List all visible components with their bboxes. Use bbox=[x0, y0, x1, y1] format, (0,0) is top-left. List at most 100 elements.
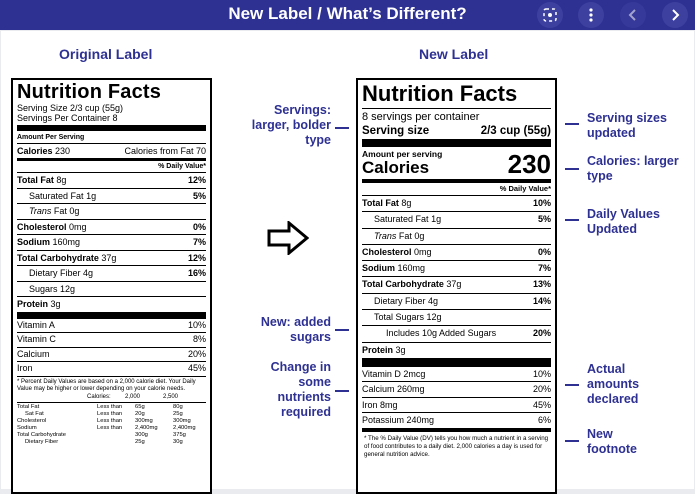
fn-2500: 2,500 bbox=[163, 393, 179, 400]
nutrient-row: Trans Fat 0g bbox=[17, 204, 206, 220]
original-calories-label: Calories bbox=[17, 146, 53, 156]
nutrient-label: Total Sugars 12g bbox=[374, 310, 442, 325]
page-title: New Label / What’s Different? bbox=[228, 4, 467, 23]
annotation-dash bbox=[565, 219, 579, 221]
fn-row: Total Fat Less than 65g 80g bbox=[17, 404, 206, 411]
arrow-right-icon bbox=[267, 221, 309, 255]
nutrient-row: Sugars 12g bbox=[17, 282, 206, 297]
fn-name: Dietary Fiber bbox=[25, 439, 59, 446]
more-vert-icon[interactable] bbox=[578, 2, 604, 28]
new-footnote: * The % Daily Value (DV) tells you how m… bbox=[364, 434, 549, 458]
nutrient-amount: 12g bbox=[60, 283, 76, 294]
chevron-left-icon[interactable] bbox=[620, 2, 646, 28]
vitamin-dv: 6% bbox=[537, 415, 551, 426]
nutrient-name: Protein bbox=[362, 344, 394, 355]
new-amount: Amount per serving bbox=[362, 149, 443, 159]
vitamin-name: Vitamin C bbox=[17, 334, 56, 344]
original-amount: Amount Per Serving bbox=[17, 131, 206, 144]
vitamin-name: Calcium bbox=[17, 348, 50, 359]
vitamin-row: Vitamin A 10% bbox=[17, 319, 206, 333]
nutrient-amount: 8g bbox=[401, 198, 412, 208]
nutrient-dv: 0% bbox=[537, 246, 551, 257]
nutrient-name: Cholesterol bbox=[17, 221, 67, 232]
fn-name: Total Carbohydrate bbox=[17, 432, 66, 439]
original-serving-size: Serving Size 2/3 cup (55g) bbox=[17, 103, 124, 113]
nutrient-row: Total Fat 8g 12% bbox=[17, 173, 206, 189]
vitamin-dv: 8% bbox=[192, 334, 206, 344]
annotation-dash bbox=[565, 123, 579, 125]
zoom-lens-icon[interactable] bbox=[537, 2, 563, 28]
fn-cond bbox=[97, 439, 135, 446]
original-calories-row: Calories 230 Calories from Fat 70 bbox=[17, 144, 206, 161]
nutrient-name: Cholesterol bbox=[362, 246, 412, 257]
fn-row: Cholesterol Less than 300mg 300mg bbox=[17, 418, 206, 425]
nutrient-row: Sodium 160mg 7% bbox=[362, 261, 551, 278]
vitamin-dv: 10% bbox=[187, 319, 206, 330]
title-bar: New Label / What’s Different? bbox=[0, 0, 695, 30]
fn-name: Sat Fat bbox=[25, 411, 44, 418]
nutrient-label: Sugars 12g bbox=[29, 282, 75, 297]
nutrient-name: Saturated Fat bbox=[29, 190, 84, 201]
original-footnote: * Percent Daily Values are based on a 2,… bbox=[17, 378, 196, 393]
nutrient-label: Dietary Fiber 4g bbox=[29, 266, 93, 281]
annotation-servings: Servings: larger, bolder type bbox=[251, 103, 331, 147]
nutrient-name: Total Carbohydrate bbox=[362, 279, 444, 290]
nutrient-name: Dietary Fiber bbox=[29, 268, 81, 278]
fn-b: 2,400mg bbox=[173, 425, 196, 432]
new-footnote-divider bbox=[362, 428, 551, 432]
nutrient-label: Protein 3g bbox=[17, 297, 61, 312]
new-calories-value: 230 bbox=[507, 149, 551, 179]
nutrient-label: Sodium 160mg bbox=[17, 235, 80, 250]
annotation-dash bbox=[565, 440, 579, 442]
annotation-dash bbox=[565, 168, 579, 170]
vitamin-row: Vitamin D 2mcg 10% bbox=[362, 367, 551, 383]
nutrient-amount: 12g bbox=[426, 312, 442, 323]
nutrient-label: Total Carbohydrate 37g bbox=[362, 277, 461, 292]
new-servings: 8 servings per container bbox=[362, 111, 480, 123]
vitamin-row: Calcium 260mg 20% bbox=[362, 382, 551, 398]
nutrient-name: Total Fat bbox=[362, 198, 399, 208]
fn-row: Total Carbohydrate 300g 375g bbox=[17, 432, 206, 439]
fn-cond: Less than bbox=[97, 411, 123, 418]
new-serving-size-value: 2/3 cup (55g) bbox=[480, 125, 551, 137]
chevron-right-icon[interactable] bbox=[662, 2, 688, 28]
original-label-heading: Original Label bbox=[59, 46, 153, 62]
vitamin-name: Vitamin A bbox=[17, 319, 55, 330]
nutrient-row: Total Fat 8g 10% bbox=[362, 196, 551, 213]
new-nutrient-rows: Total Fat 8g 10% Saturated Fat 1g 5% Trans F… bbox=[362, 196, 551, 359]
original-nutrient-rows: Total Fat 8g 12% Saturated Fat 1g 5% Trans F… bbox=[17, 173, 206, 313]
nutrient-row: Saturated Fat 1g 5% bbox=[17, 189, 206, 204]
nutrient-name: Sugars bbox=[29, 283, 58, 294]
nutrient-amount: 0mg bbox=[414, 246, 432, 257]
vitamin-name: Calcium 260mg bbox=[362, 384, 425, 395]
nutrient-amount: 3g bbox=[50, 299, 61, 309]
vitamin-row: Potassium 240mg 6% bbox=[362, 413, 551, 429]
nutrient-label: Dietary Fiber 4g bbox=[374, 294, 438, 309]
nutrient-row: Cholesterol 0mg 0% bbox=[17, 220, 206, 235]
nutrient-dv: 10% bbox=[532, 198, 551, 208]
vitamin-name: Vitamin D 2mcg bbox=[362, 368, 426, 379]
fn-b: 80g bbox=[173, 404, 183, 411]
annotation-daily-values: Daily Values Updated bbox=[587, 207, 660, 236]
fn-b: 300mg bbox=[173, 418, 191, 425]
nutrient-name: Total Carbohydrate bbox=[17, 252, 99, 263]
nutrient-dv: 13% bbox=[532, 279, 551, 290]
nutrient-label: Trans Fat 0g bbox=[374, 229, 424, 244]
fn-cond: Less than bbox=[97, 425, 123, 432]
annotation-new-footnote: New footnote bbox=[587, 427, 637, 456]
nutrient-row: Protein 3g bbox=[362, 343, 551, 359]
annotation-actual-amounts: Actual amounts declared bbox=[587, 362, 640, 406]
annotation-dash bbox=[565, 384, 579, 386]
fn-a: 25g bbox=[135, 439, 145, 446]
content-panel: Original Label New Label Nutrition Facts… bbox=[1, 31, 694, 494]
nutrient-amount: 160mg bbox=[52, 237, 81, 247]
nutrient-amount: Fat 0g bbox=[398, 230, 425, 241]
vitamin-dv: 45% bbox=[532, 399, 551, 410]
original-fn-header: Calories: 2,000 2,500 bbox=[17, 394, 206, 402]
nutrient-name: Total Sugars bbox=[374, 312, 425, 323]
nutrient-label: Total Fat 8g bbox=[17, 173, 66, 188]
fn-a: 300mg bbox=[135, 418, 153, 425]
nutrient-dv: 20% bbox=[532, 328, 551, 339]
nutrient-row: Saturated Fat 1g 5% bbox=[362, 212, 551, 229]
original-title: Nutrition Facts bbox=[17, 81, 162, 103]
